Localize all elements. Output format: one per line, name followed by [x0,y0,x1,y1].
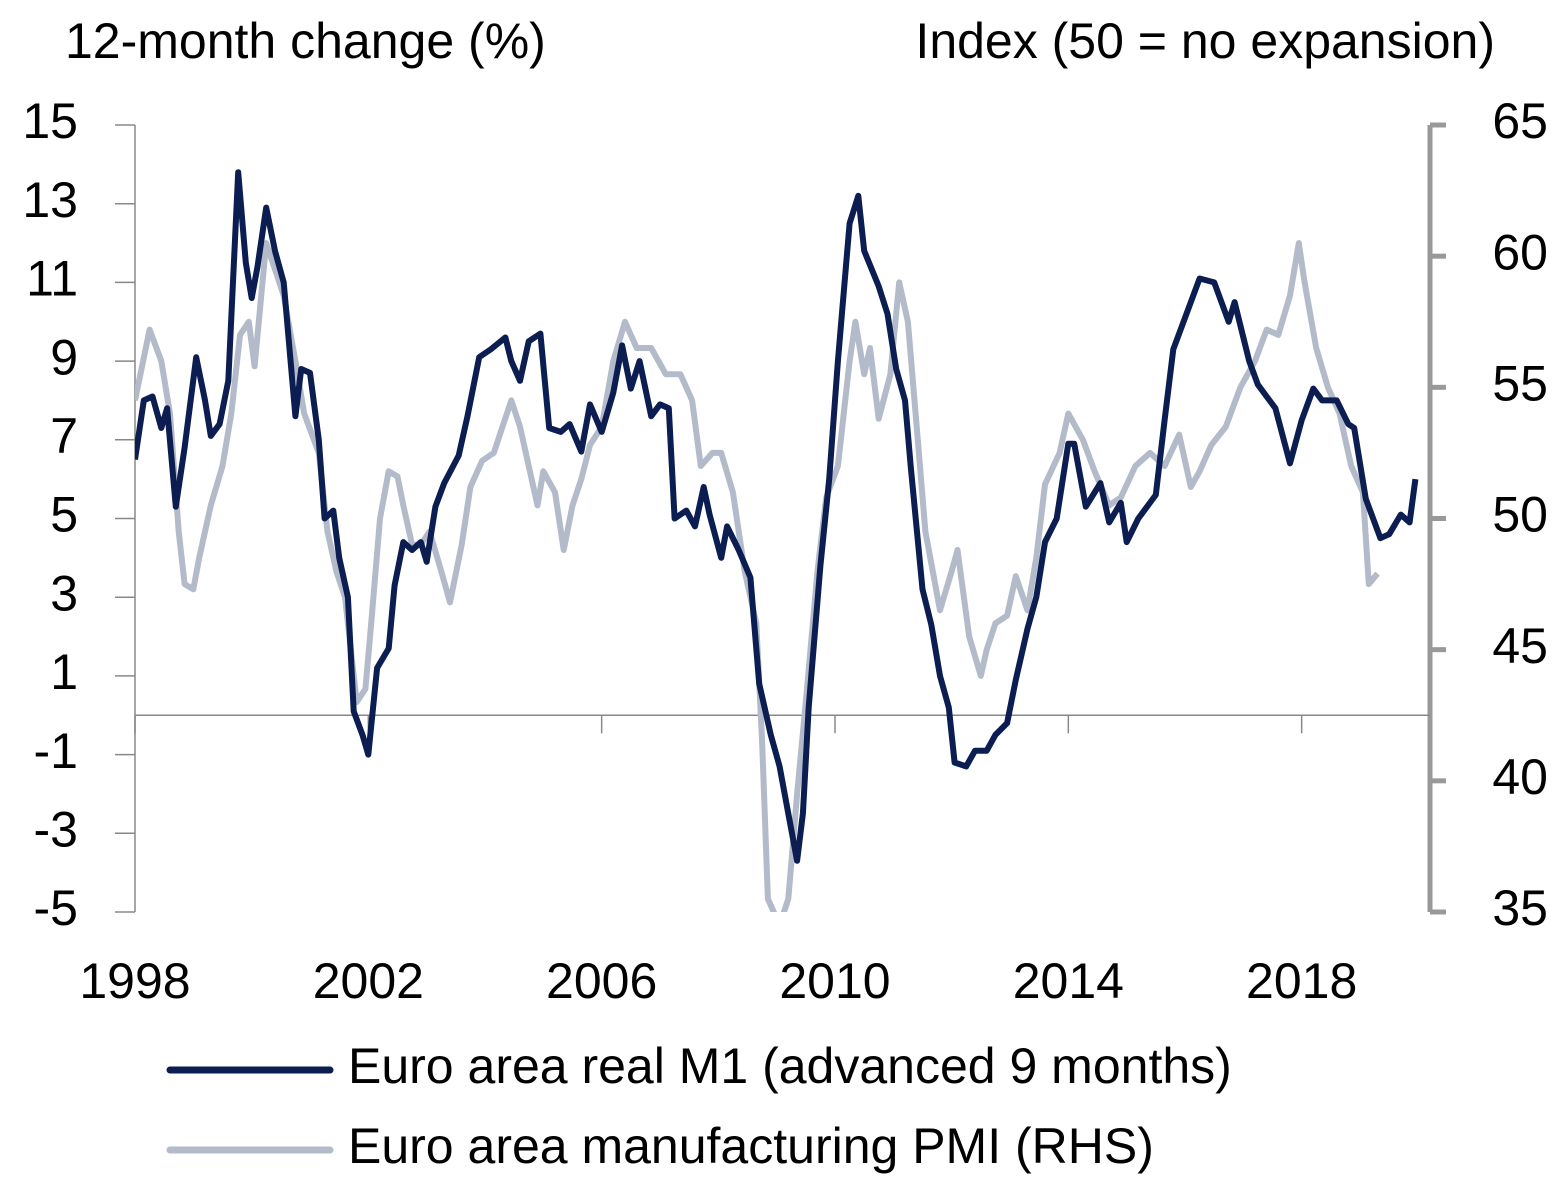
y2-tick-label: 65 [1492,93,1548,149]
y-tick-label: -3 [34,802,78,858]
y-axis-label: 12-month change (%) [65,13,546,69]
y2-axis-label: Index (50 = no expansion) [915,13,1495,69]
y-tick-label: -5 [34,880,78,936]
x-tick-label: 2006 [546,953,657,1009]
series-line [135,240,1380,912]
x-tick-label: 2010 [779,953,890,1009]
x-tick-label: 2018 [1246,953,1357,1009]
y-tick-label: 3 [50,565,78,621]
y-tick-label: 5 [50,487,78,543]
y2-tick-label: 60 [1492,224,1548,280]
series-line [135,169,1419,864]
y2-tick-label: 40 [1492,749,1548,805]
legend-label: Euro area real M1 (advanced 9 months) [348,1038,1232,1094]
x-tick-label: 2014 [1013,953,1124,1009]
y-tick-label: 7 [50,408,78,464]
legend-label: Euro area manufacturing PMI (RHS) [348,1118,1154,1174]
x-tick-label: 1998 [79,953,190,1009]
y2-tick-label: 55 [1492,356,1548,412]
y-tick-label: -1 [34,723,78,779]
y-tick-label: 9 [50,329,78,385]
y-tick-label: 11 [26,251,78,307]
y2-tick-label: 45 [1492,618,1548,674]
y-tick-label: 1 [50,644,78,700]
y-tick-label: 15 [22,93,78,149]
y2-tick-label: 35 [1492,880,1548,936]
x-tick-label: 2002 [313,953,424,1009]
y-tick-label: 13 [22,172,78,228]
y2-tick-label: 50 [1492,487,1548,543]
